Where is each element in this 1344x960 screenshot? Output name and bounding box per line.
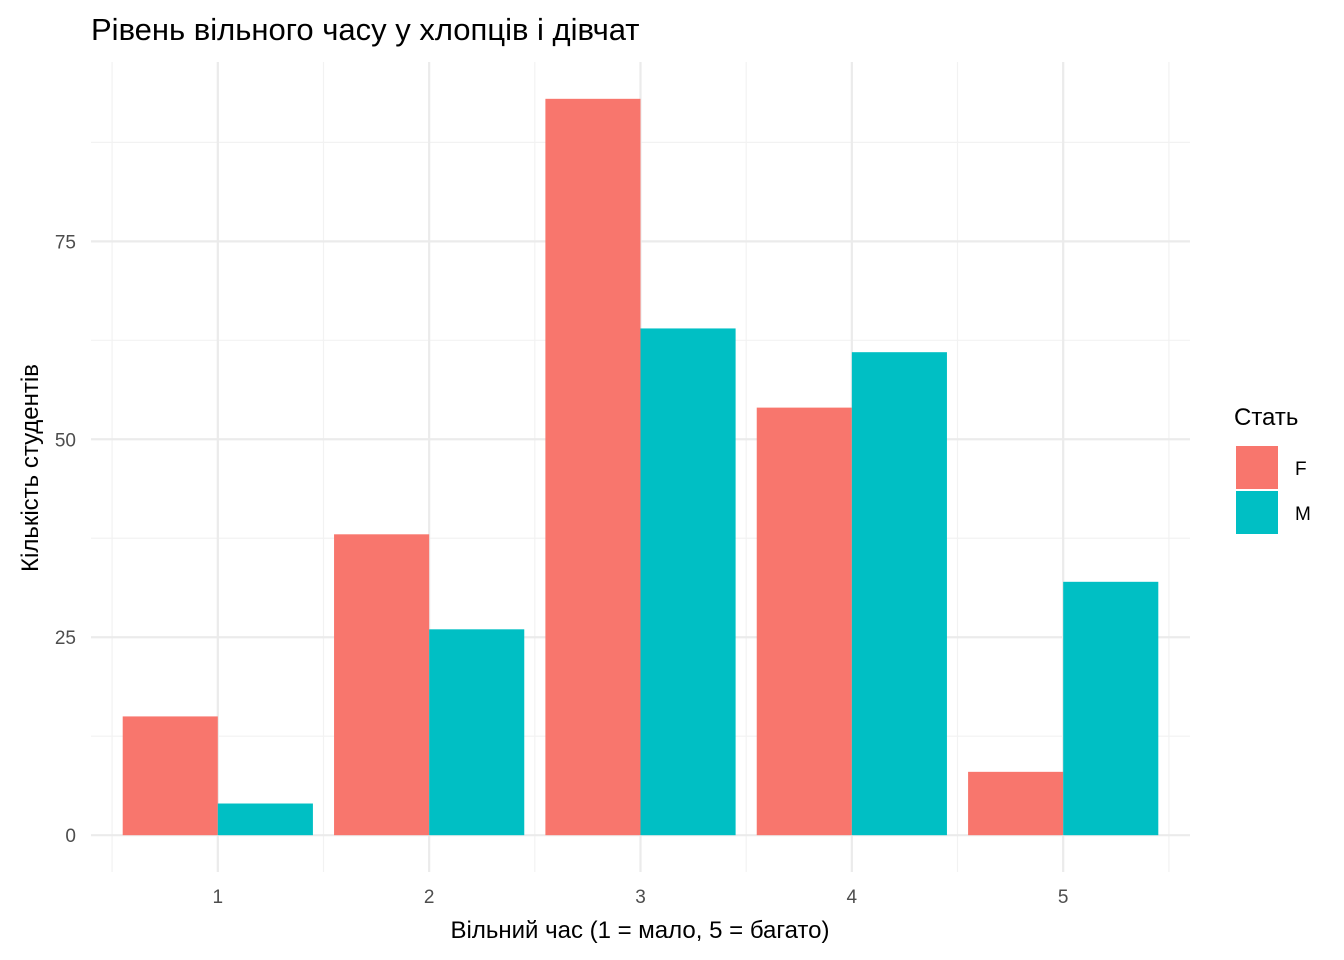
x-tick-label: 4: [847, 887, 858, 908]
y-axis-tick-labels: 0 25 50 75: [55, 232, 76, 847]
bar-F-4: [756, 407, 852, 836]
bar-F-2: [334, 534, 430, 836]
y-axis-title: Кількість студентів: [17, 364, 44, 572]
bar-M-4: [851, 352, 947, 836]
bar-M-2: [429, 629, 525, 836]
bar-F-3: [545, 98, 641, 836]
legend-title: Стать: [1234, 404, 1298, 431]
x-tick-label: 5: [1058, 887, 1069, 908]
bars: [122, 98, 1159, 836]
legend-key-F: [1236, 446, 1278, 489]
bar-M-3: [640, 328, 736, 836]
y-tick-label: 0: [65, 826, 76, 847]
x-tick-label: 3: [635, 887, 646, 908]
bar-M-5: [1063, 581, 1159, 836]
y-tick-label: 50: [55, 430, 76, 451]
y-tick-label: 75: [55, 232, 76, 253]
bar-F-1: [122, 716, 218, 836]
chart-title: Рівень вільного часу у хлопців і дівчат: [91, 12, 640, 47]
x-axis-title: Вільний час (1 = мало, 5 = багато): [451, 917, 830, 944]
bar-F-5: [968, 771, 1064, 836]
legend: Стать F M: [1234, 404, 1311, 534]
minor-gridlines-x: [111, 62, 1170, 872]
x-axis-tick-labels: 1 2 3 4 5: [213, 887, 1069, 908]
bar-M-1: [217, 803, 313, 836]
x-tick-label: 2: [424, 887, 435, 908]
y-tick-label: 25: [55, 628, 76, 649]
legend-key-M: [1236, 491, 1278, 534]
legend-label-F: F: [1295, 459, 1307, 480]
legend-label-M: M: [1295, 504, 1311, 525]
x-tick-label: 1: [213, 887, 224, 908]
